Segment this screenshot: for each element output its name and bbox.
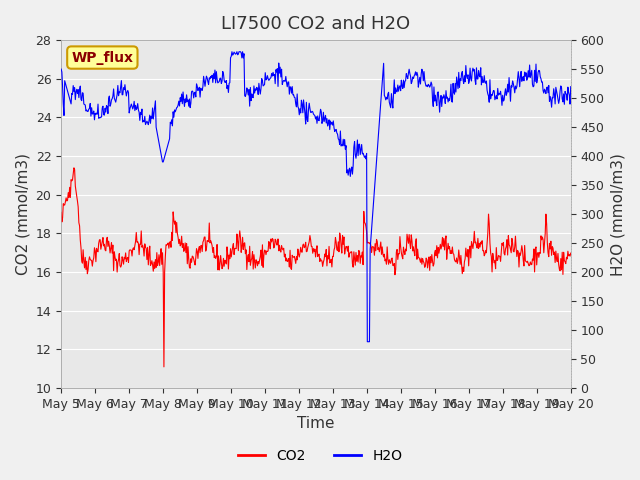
Legend: CO2, H2O: CO2, H2O xyxy=(232,443,408,468)
Title: LI7500 CO2 and H2O: LI7500 CO2 and H2O xyxy=(221,15,410,33)
X-axis label: Time: Time xyxy=(297,417,335,432)
Text: WP_flux: WP_flux xyxy=(71,50,133,64)
Y-axis label: H2O (mmol/m3): H2O (mmol/m3) xyxy=(610,153,625,276)
Y-axis label: CO2 (mmol/m3): CO2 (mmol/m3) xyxy=(15,153,30,275)
